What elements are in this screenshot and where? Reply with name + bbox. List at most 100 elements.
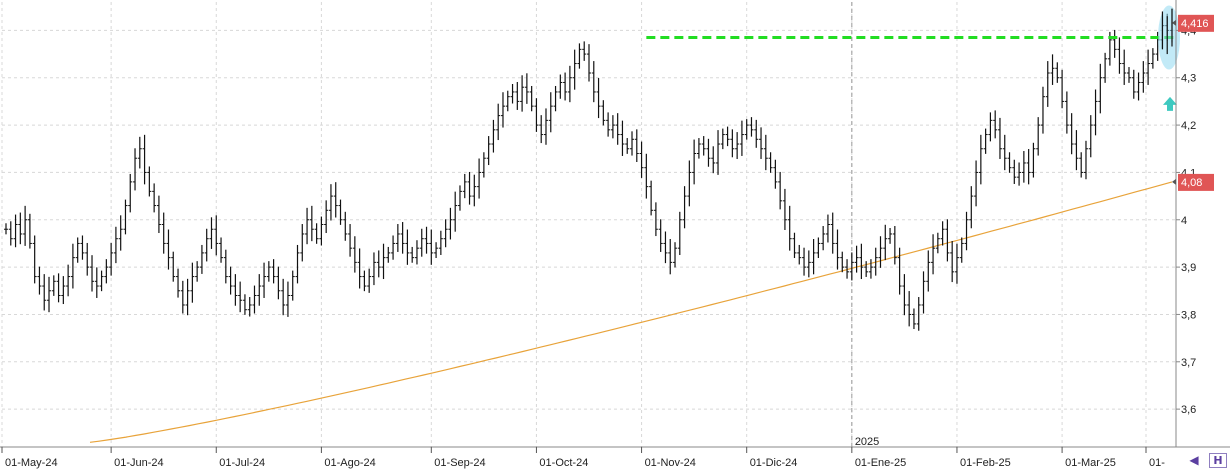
- last-price-badge: 4,416: [1172, 14, 1214, 32]
- ohlc-bar: [878, 236, 883, 268]
- ohlc-bar: [754, 119, 759, 148]
- ohlc-bar: [596, 78, 601, 119]
- ohlc-bar: [797, 244, 802, 265]
- ohlc-bar: [1112, 29, 1117, 58]
- ohlc-bar: [128, 173, 133, 213]
- ohlc-bar: [290, 270, 295, 301]
- ohlc-bar: [70, 243, 75, 289]
- ohlc-bar: [868, 259, 873, 279]
- ohlc-bar: [166, 229, 171, 270]
- ohlc-bar: [481, 152, 486, 178]
- ohlc-bar: [1060, 69, 1065, 109]
- ohlc-bar: [959, 237, 964, 263]
- x-tick-label: 01-Mar-25: [1065, 457, 1116, 469]
- ohlc-bar: [711, 146, 716, 174]
- scroll-left-button[interactable]: ◀: [1189, 453, 1199, 467]
- ohlc-bar: [1083, 140, 1088, 180]
- ohlc-bar: [916, 297, 921, 331]
- ohlc-bar: [577, 43, 582, 69]
- ohlc-bar: [768, 152, 773, 173]
- ohlc-bar: [419, 228, 424, 257]
- ohlc-bar: [644, 153, 649, 199]
- ohlc-bar: [219, 237, 224, 263]
- ohlc-bar: [1069, 113, 1074, 155]
- y-tick-label: 4,2: [1181, 120, 1196, 132]
- ohlc-bar: [620, 120, 625, 156]
- ohlc-bar: [314, 223, 319, 244]
- ohlc-bar: [759, 127, 764, 159]
- last-price-badge-text: 4,416: [1181, 18, 1209, 30]
- ohlc-bar: [673, 242, 678, 268]
- ohlc-bar: [295, 244, 300, 284]
- ohlc-bar: [348, 224, 353, 257]
- ohlc-bar: [1093, 89, 1098, 136]
- ohlc-bar: [840, 251, 845, 273]
- ohlc-bar: [630, 131, 635, 156]
- h-button[interactable]: H: [1209, 453, 1227, 468]
- ohlc-bar: [118, 215, 123, 251]
- ohlc-bar: [266, 261, 271, 282]
- x-tick-label: 01-Sep-24: [434, 457, 485, 469]
- ohlc-bar: [572, 49, 577, 90]
- ohlc-bar: [931, 234, 936, 275]
- ohlc-bar: [610, 115, 615, 139]
- ohlc-bar: [195, 261, 200, 282]
- last-price-badge-bg: [1178, 14, 1214, 32]
- ohlc-bar: [1050, 54, 1055, 85]
- x-tick-label: 01-Oct-24: [539, 457, 588, 469]
- ohlc-bar: [429, 229, 434, 265]
- ohlc-bar: [281, 278, 286, 316]
- ohlc-bar: [228, 266, 233, 295]
- ohlc-bar: [443, 219, 448, 248]
- ohlc-bar: [491, 119, 496, 153]
- ohlc-bar: [285, 281, 290, 317]
- ohlc-bar: [27, 213, 32, 249]
- ohlc-bar: [1079, 152, 1084, 178]
- ohlc-bar: [223, 249, 228, 284]
- ohlc-bar: [997, 117, 1002, 159]
- ohlc-bar: [911, 308, 916, 330]
- ohlc-bar: [601, 100, 606, 126]
- ohlc-bar: [453, 191, 458, 232]
- ohlc-bar: [66, 264, 71, 297]
- ohlc-bar: [553, 85, 558, 112]
- ohlc-bar: [357, 248, 362, 289]
- ohlc-bar: [696, 138, 701, 159]
- ohlc-bar: [873, 247, 878, 276]
- ohlc-bar: [472, 174, 477, 207]
- ohlc-bar: [47, 276, 52, 313]
- ohlc-bar: [730, 129, 735, 158]
- ohlc-bar: [539, 115, 544, 144]
- ohlc-bar: [1150, 48, 1155, 69]
- ohlc-bar: [639, 141, 644, 178]
- ohlc-bar: [61, 276, 66, 305]
- ohlc-bar: [945, 219, 950, 262]
- ohlc-bar: [190, 262, 195, 303]
- ohlc-bar: [214, 215, 219, 256]
- ohlc-bar: [1045, 61, 1050, 107]
- ohlc-bar: [653, 202, 658, 237]
- ohlc-bar: [859, 243, 864, 280]
- ohlc-bar: [376, 250, 381, 278]
- ohlc-bar: [806, 250, 811, 278]
- breakout-highlight: [1158, 5, 1180, 70]
- ohlc-bar: [897, 247, 902, 295]
- ohlc-bar: [1103, 52, 1108, 83]
- ohlc-bar: [830, 212, 835, 254]
- ohlc-bar: [921, 271, 926, 314]
- ohlc-bar: [262, 262, 267, 298]
- ohlc-bar: [1098, 63, 1103, 114]
- ohlc-bar: [706, 138, 711, 167]
- ohlc-bar: [677, 211, 682, 255]
- ohlc-bar: [692, 139, 697, 185]
- ohlc-bar: [558, 74, 563, 99]
- ohlc-bar: [271, 259, 276, 284]
- ohlc-bar: [792, 232, 797, 259]
- ohlc-bar: [835, 229, 840, 270]
- ohlc-bar: [625, 138, 630, 154]
- ohlc-bar: [199, 244, 204, 274]
- ohlc-bar: [305, 207, 310, 245]
- ohlc-bar: [663, 231, 668, 264]
- ohlc-bar: [300, 224, 305, 262]
